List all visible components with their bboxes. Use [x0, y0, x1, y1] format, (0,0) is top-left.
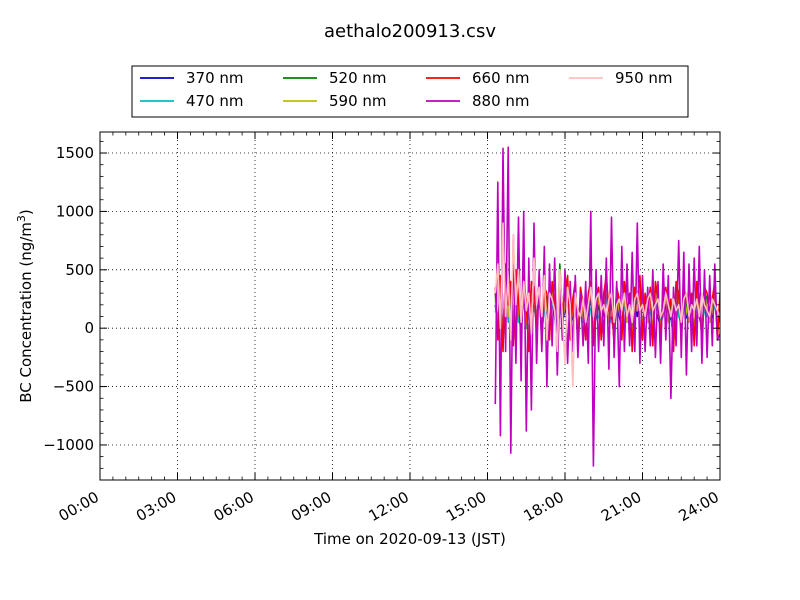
y-tick-label: 1000 — [56, 202, 94, 220]
y-axis-label-main: BC Concentration (ng/m — [17, 222, 35, 403]
y-tick-label: 0 — [84, 319, 94, 337]
y-axis-label-tail: ) — [17, 209, 35, 215]
ticks — [99, 132, 721, 481]
y-tick-label: −500 — [53, 378, 94, 396]
legend-label-470-nm: 470 nm — [186, 92, 244, 110]
chart-title: aethalo200913.csv — [324, 21, 496, 42]
legend: 370 nm 470 nm 520 nm 590 nm 660 nm 880 nm 950 … — [131, 65, 689, 118]
legend-label-370-nm: 370 nm — [186, 69, 244, 87]
y-axis-label: BC Concentration (ng/m3) — [15, 209, 36, 403]
legend-label-880-nm: 880 nm — [472, 92, 530, 110]
x-axis-label: Time on 2020-09-13 (JST) — [313, 530, 506, 548]
legend-frame — [131, 65, 689, 118]
series-group — [494, 146, 720, 467]
series-line-950-nm — [494, 222, 720, 388]
legend-label-950-nm: 950 nm — [615, 69, 673, 87]
grid — [99, 132, 721, 480]
y-tick-label: 500 — [65, 261, 94, 279]
y-axis-label-superscript: 3 — [15, 215, 28, 222]
y-tick-label: −1000 — [43, 436, 94, 454]
legend-label-660-nm: 660 nm — [472, 69, 530, 87]
legend-label-590-nm: 590 nm — [329, 92, 387, 110]
legend-label-520-nm: 520 nm — [329, 69, 387, 87]
y-tick-label: 1500 — [56, 144, 94, 162]
